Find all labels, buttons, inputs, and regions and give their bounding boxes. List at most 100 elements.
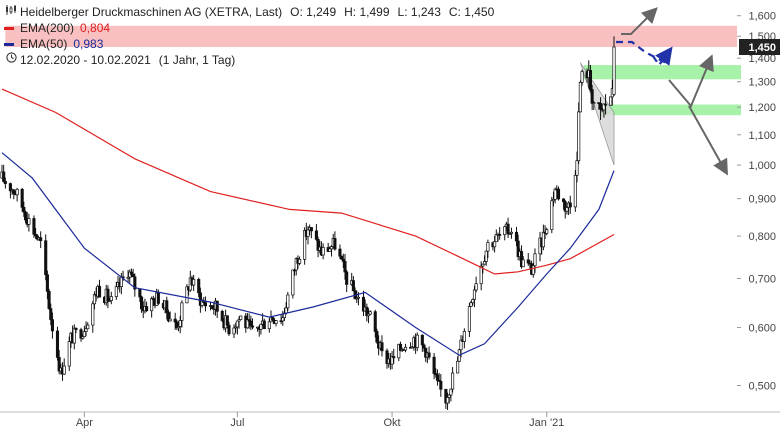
candle-body <box>44 240 48 276</box>
x-tick-label: Okt <box>384 417 401 429</box>
candle-body <box>32 218 36 235</box>
candle-body <box>22 207 26 213</box>
candle-body <box>8 183 12 192</box>
zone-support-upper <box>583 65 741 80</box>
candle-body <box>609 96 613 106</box>
ema200-swatch <box>4 26 14 30</box>
x-tick-label: Apr <box>76 417 93 429</box>
candle-body <box>306 229 310 237</box>
candle-body <box>420 334 424 346</box>
candle-body <box>309 227 313 232</box>
candle-body <box>227 324 231 335</box>
ema50-value: 0,983 <box>73 37 104 51</box>
candle-body <box>168 318 172 322</box>
candle-body <box>435 374 440 381</box>
blue-dashed-path <box>616 40 669 65</box>
candle-body <box>192 279 196 286</box>
candle-body <box>106 288 110 302</box>
candle-body <box>237 319 241 322</box>
candle-body <box>563 201 567 212</box>
candle-body <box>133 276 137 290</box>
candle-body <box>484 250 488 262</box>
candle-body <box>427 352 431 358</box>
candle-body <box>156 292 160 304</box>
candle-body <box>314 230 318 240</box>
candle-body <box>447 394 451 398</box>
candle-body <box>131 273 135 278</box>
candle-body <box>109 296 113 301</box>
legend-range-row: 12.02.2020 - 10.02.2021 (1 Jahr, 1 Tag) <box>4 52 494 68</box>
candle-body <box>259 323 263 330</box>
candle-body <box>45 274 49 292</box>
candle-body <box>368 311 372 315</box>
candle-body <box>74 327 78 330</box>
candle-body <box>249 320 253 327</box>
x-tick-label: Jan '21 <box>529 417 564 429</box>
ema50-line <box>1 152 615 356</box>
candle-body <box>451 372 455 390</box>
last-price-label: 1,450 <box>739 38 780 55</box>
candle-body <box>81 336 85 339</box>
candle-body <box>39 237 43 242</box>
candle-body <box>498 233 502 236</box>
ema-lines-layer <box>1 88 615 356</box>
candle-body <box>493 241 497 248</box>
candle-body <box>469 302 473 307</box>
candle-body <box>62 365 66 375</box>
candle-body <box>590 89 594 104</box>
candle-body <box>568 202 572 208</box>
candle-body <box>459 339 463 351</box>
legend-close: C: 1,450 <box>448 5 495 19</box>
candle-body <box>506 223 510 235</box>
candle-body <box>565 207 569 212</box>
ema50-swatch <box>4 42 14 46</box>
candle-body <box>165 300 169 313</box>
candle-body <box>232 327 236 335</box>
candle-body <box>580 71 584 83</box>
y-tick-label: 1,100 <box>748 130 776 142</box>
candle-body <box>482 261 487 265</box>
legend-open: O: 1,249 <box>290 5 337 19</box>
ema200-value: 0,804 <box>80 21 111 35</box>
candle-body <box>267 321 271 330</box>
candle-body <box>467 306 471 332</box>
y-tick-label: 0,500 <box>748 380 776 392</box>
y-tick-label: 1,400 <box>748 53 776 65</box>
y-tick-label: 0,600 <box>748 323 776 335</box>
candle-body <box>139 296 144 310</box>
candle-body <box>210 305 214 309</box>
candle-body <box>91 303 95 326</box>
candle-body <box>173 318 177 323</box>
candle-body <box>328 248 332 252</box>
candle-body <box>12 189 16 194</box>
candle-body <box>472 289 477 300</box>
y-tick-label: 1,200 <box>748 102 776 114</box>
candles-layer <box>0 36 616 411</box>
candlestick-icon <box>4 4 18 20</box>
y-tick-label: 1,600 <box>748 11 776 23</box>
zone-support-lower <box>598 104 741 116</box>
candle-body <box>84 328 88 332</box>
candle-body <box>541 231 545 248</box>
y-tick-label: 0,900 <box>748 194 776 206</box>
candle-body <box>351 280 355 292</box>
price-label-box <box>739 38 780 55</box>
candle-body <box>20 188 24 208</box>
candle-body <box>286 294 290 309</box>
candle-body <box>49 308 53 320</box>
candle-body <box>281 317 285 322</box>
candle-body <box>462 331 466 342</box>
candle-body <box>471 299 475 304</box>
candle-body <box>445 397 450 404</box>
candle-body <box>82 331 86 338</box>
candle-body <box>271 317 275 321</box>
candle-body <box>526 259 530 264</box>
y-tick-label: 1,000 <box>748 160 776 172</box>
candle-body <box>262 320 266 330</box>
candle-body <box>356 296 360 299</box>
candle-body <box>392 356 396 359</box>
candle-body <box>562 198 566 203</box>
candle-body <box>225 315 229 326</box>
candle-body <box>550 200 554 231</box>
